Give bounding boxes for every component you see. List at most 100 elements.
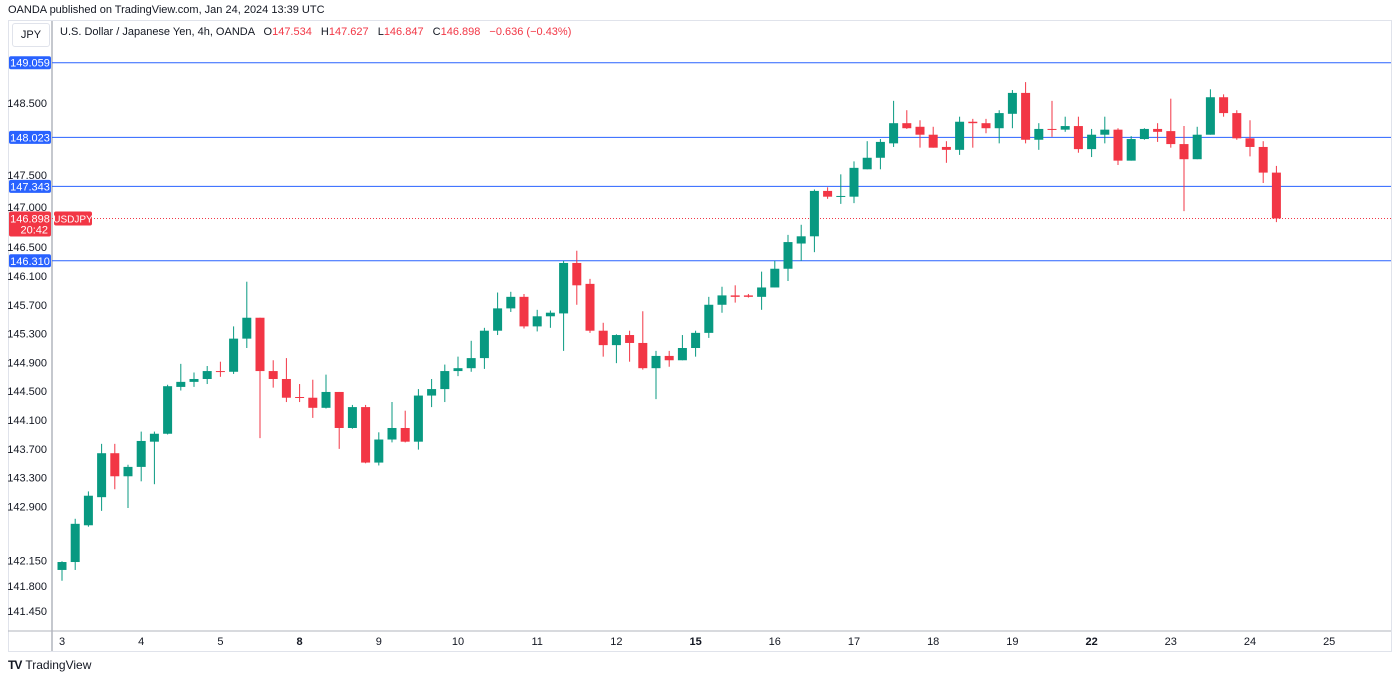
candle-body-down (1021, 92, 1031, 140)
candle-body-down (1179, 144, 1189, 160)
candle-body-up (757, 287, 767, 297)
open-value: 147.534 (272, 26, 312, 38)
candle-body-up (532, 316, 542, 327)
candle-body-up (611, 335, 621, 346)
x-tick-label: 22 (1085, 636, 1097, 648)
candle-body-down (585, 283, 595, 331)
candle-body-up (440, 371, 450, 390)
candle-body-up (862, 157, 872, 170)
candle-body-up (149, 433, 159, 442)
candle-body-down (1245, 138, 1255, 147)
tradingview-footer[interactable]: TV TradingView (8, 658, 91, 672)
low-label: L (377, 26, 384, 38)
candle-body-up (1100, 129, 1110, 135)
candle-body-down (981, 123, 991, 129)
level-label: 148.023 (10, 132, 50, 144)
y-tick-label: 141.450 (7, 606, 47, 618)
candle-body-up (545, 312, 555, 317)
high-label: H (320, 26, 329, 38)
x-tick-label: 5 (217, 636, 223, 648)
x-tick-label: 10 (452, 636, 464, 648)
candle-body-up (70, 523, 80, 563)
candle-body-down (1153, 128, 1163, 132)
candle-body-up (374, 439, 384, 463)
candle-body-down (941, 146, 951, 150)
candle-body-down (1166, 131, 1176, 145)
y-tick-label: 142.150 (7, 556, 47, 568)
candle-body-down (625, 335, 635, 343)
candle-body-down (730, 295, 740, 297)
candle-body-down (519, 296, 529, 327)
candle-body-down (295, 397, 305, 399)
candle-body-down (281, 378, 291, 398)
candle-body-up (321, 391, 331, 408)
candle-body-down (968, 121, 978, 124)
candle-body-up (189, 378, 199, 382)
candle-body-up (506, 296, 516, 309)
candle-body-up (691, 332, 701, 349)
candle-body-up (955, 121, 965, 150)
candle-body-up (717, 295, 727, 305)
y-tick-label: 147.500 (7, 170, 47, 182)
candle-body-down (1047, 128, 1057, 130)
y-tick-label: 143.300 (7, 473, 47, 485)
candle-body-up (123, 466, 133, 477)
candle-body-up (796, 236, 806, 244)
candle-body-down (915, 126, 925, 135)
level-label-bg (9, 130, 51, 144)
candle-body-up (466, 358, 476, 369)
candle-body-down (823, 190, 833, 197)
high-value: 147.627 (328, 26, 369, 38)
candle-body-up (83, 495, 93, 526)
candle-body-up (1126, 139, 1136, 161)
candle-body-down (361, 407, 371, 463)
x-axis-ticks: 3 4 5 8 9 10 11 12 15 16 17 18 19 22 23 24 25 (59, 636, 1335, 648)
candle-body-down (572, 262, 582, 286)
x-tick-label: 15 (689, 636, 701, 648)
candle-body-up (770, 268, 780, 288)
candle-body-down (902, 123, 912, 129)
x-tick-label: 11 (531, 636, 542, 648)
tradingview-logo-icon: TV (8, 658, 22, 672)
x-tick-label: 9 (376, 636, 382, 648)
x-tick-label: 23 (1165, 636, 1177, 648)
candle-body-up (677, 348, 687, 361)
candle-body-up (1007, 92, 1017, 114)
candle-body-up (493, 308, 503, 331)
x-tick-label: 3 (59, 636, 65, 648)
currency-button[interactable]: JPY (12, 23, 50, 47)
candle-body-up (875, 141, 885, 158)
y-tick-label: 142.900 (7, 502, 47, 514)
candle-body-up (994, 113, 1004, 129)
horizontal-levels (52, 62, 1391, 262)
symbol-tag-bg (54, 211, 92, 226)
brand-name: TradingView (25, 658, 92, 672)
candle-body-up (849, 167, 859, 197)
level-label-bg (9, 254, 51, 268)
candle-body-up (413, 395, 423, 442)
candle-body-up (704, 304, 714, 333)
candles (57, 82, 1281, 581)
x-tick-label: 24 (1244, 636, 1256, 648)
candle-body-down (268, 371, 278, 379)
candle-body-up (57, 562, 67, 570)
y-tick-label: 144.900 (7, 357, 47, 369)
candle-body-up (453, 368, 463, 372)
candle-body-up (202, 371, 212, 379)
close-value: 146.898 (440, 26, 481, 38)
candle-body-up (559, 262, 569, 314)
level-label: 146.310 (10, 256, 50, 268)
candle-body-up (427, 389, 437, 396)
candle-body-up (479, 330, 489, 359)
candle-body-up (347, 407, 357, 428)
candle-body-up (836, 195, 846, 197)
countdown-label: 20:42 (20, 224, 48, 236)
y-tick-label: 145.700 (7, 300, 47, 312)
candle-body-up (1139, 128, 1149, 140)
x-tick-label: 19 (1006, 636, 1018, 648)
candle-body-down (664, 355, 674, 361)
level-label-bg (9, 179, 51, 193)
x-tick-label: 8 (297, 636, 303, 648)
candle-body-down (1073, 126, 1083, 150)
